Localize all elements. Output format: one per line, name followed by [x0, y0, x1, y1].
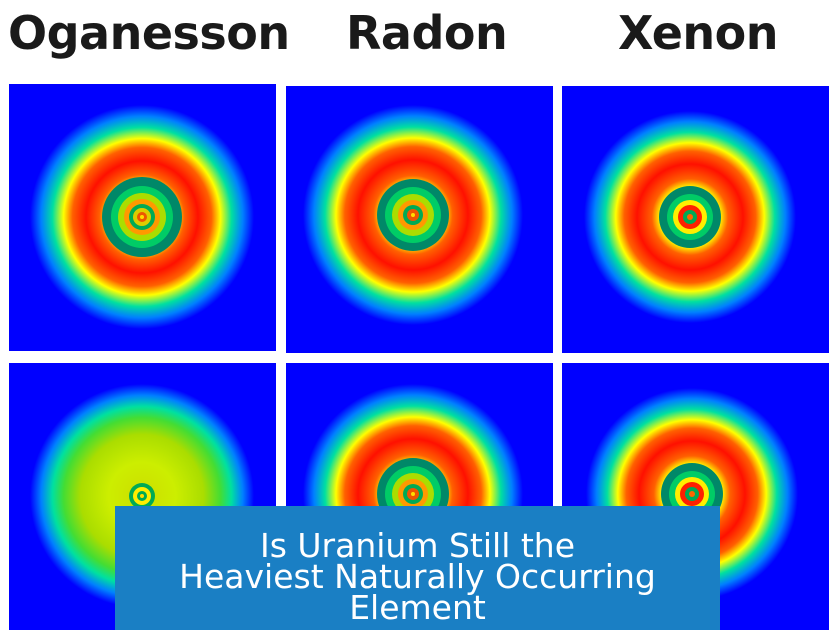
- xenon-bottom-density-image: [562, 363, 829, 630]
- radon-top-density-image: [286, 86, 553, 353]
- banner-line-3: Element: [349, 588, 486, 627]
- column-title-oganesson: Oganesson: [8, 6, 290, 60]
- banner-line-1: Is Uranium Still the: [259, 526, 576, 565]
- oganesson-top-density-image: [9, 84, 276, 351]
- column-title-xenon: Xenon: [618, 6, 779, 60]
- title-banner: Is Uranium Still the Heaviest Naturally …: [115, 506, 720, 630]
- banner-line-2: Heaviest Naturally Occurring: [179, 557, 656, 596]
- xenon-top-density-image: [562, 86, 829, 353]
- column-title-radon: Radon: [346, 6, 508, 60]
